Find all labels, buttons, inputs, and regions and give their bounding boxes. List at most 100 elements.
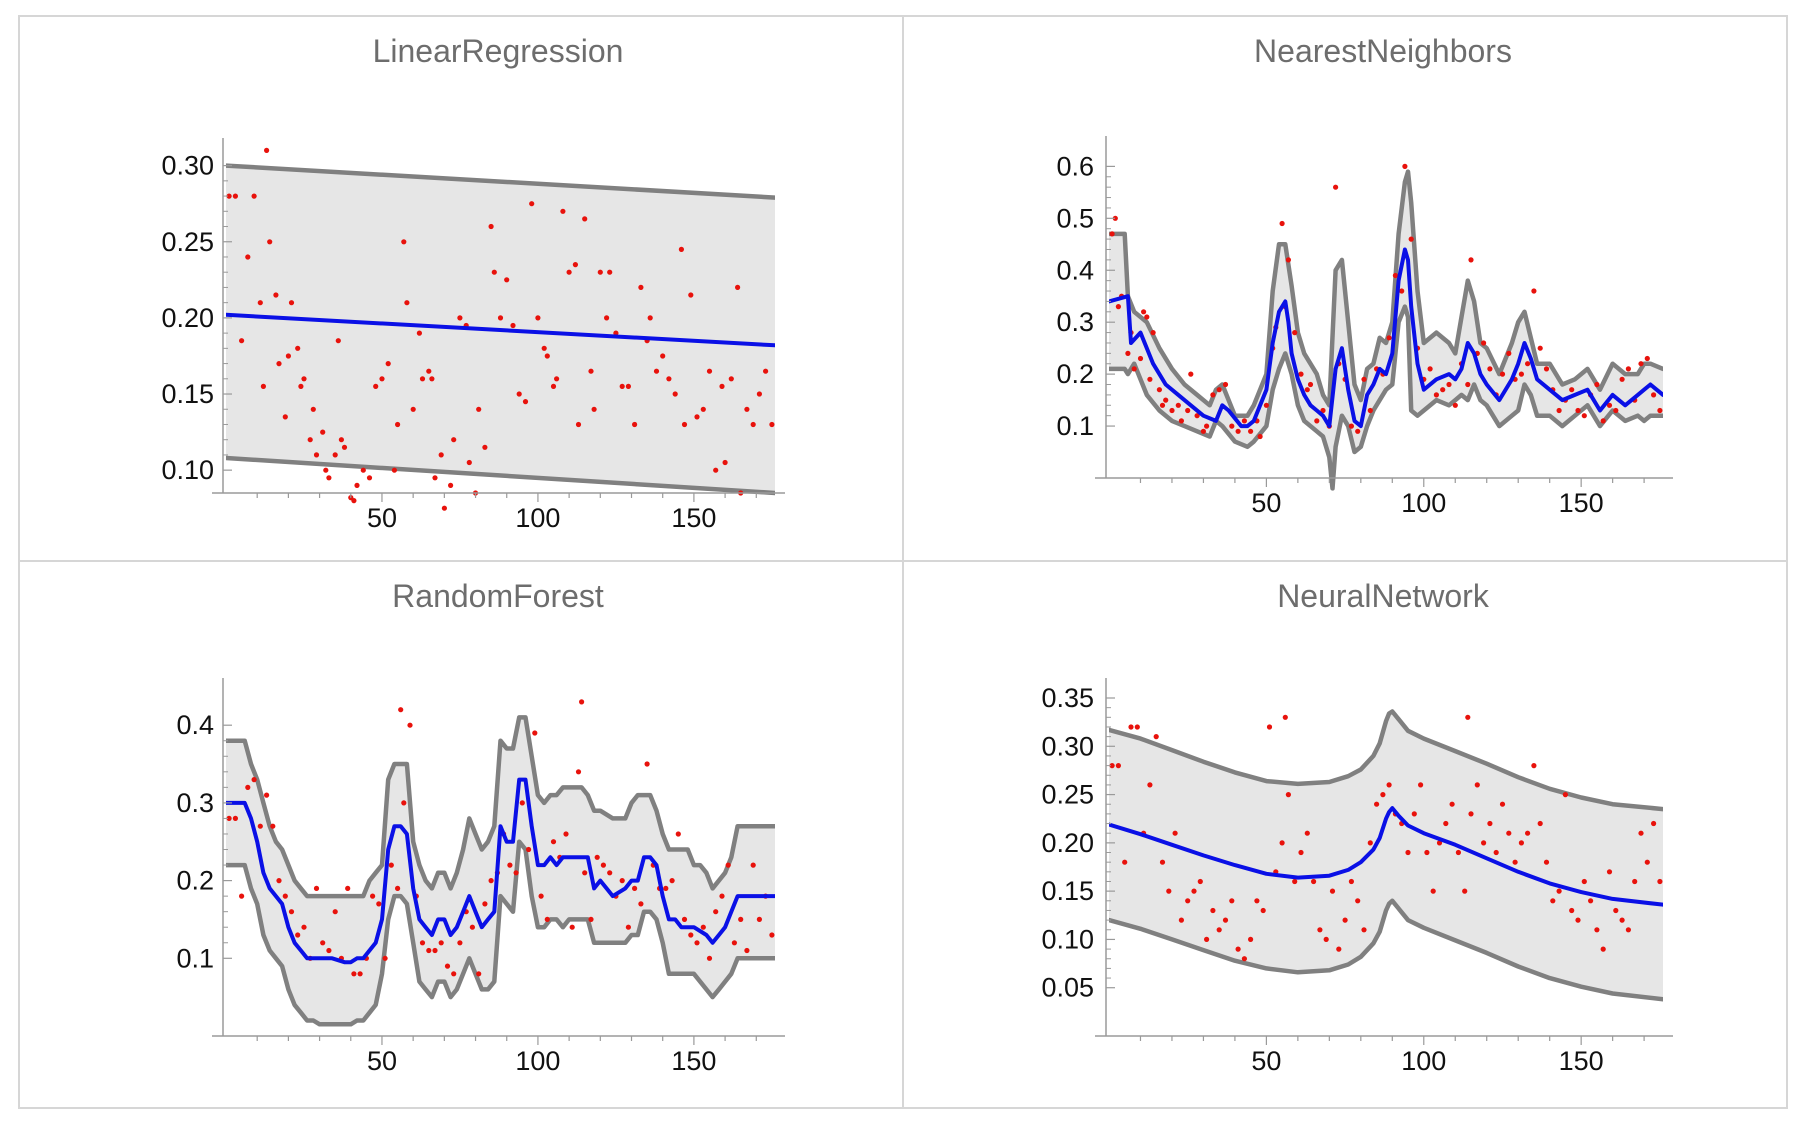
data-point <box>257 300 263 306</box>
data-point <box>1613 407 1619 414</box>
data-point <box>1348 423 1354 429</box>
data-point <box>1443 820 1449 827</box>
data-point <box>466 459 472 466</box>
data-point <box>1361 376 1367 382</box>
data-point <box>669 878 675 884</box>
data-point <box>457 940 463 946</box>
x-tick-label: 150 <box>1559 488 1604 518</box>
data-point <box>323 467 329 473</box>
chart-panel-neuralnetwork: NeuralNetwork 50 100 150 0.05 0.10 0.15 0.20 0.2… <box>1041 578 1673 1076</box>
data-point <box>239 338 245 344</box>
data-point <box>1512 859 1518 865</box>
data-point <box>379 376 385 382</box>
data-point <box>239 893 245 899</box>
data-point <box>1147 782 1153 788</box>
y-tick-label: 0.15 <box>161 379 214 409</box>
data-point <box>563 831 569 837</box>
data-point <box>738 916 744 923</box>
x-tick-label: 50 <box>1251 1046 1281 1076</box>
data-point <box>332 909 338 915</box>
data-point <box>298 383 304 389</box>
data-point <box>519 800 525 806</box>
data-point <box>1210 392 1216 398</box>
data-point <box>1169 407 1175 414</box>
data-point <box>1613 907 1619 914</box>
data-point <box>1411 811 1417 817</box>
data-point <box>1298 371 1304 377</box>
data-point <box>763 368 769 374</box>
data-point <box>388 862 394 868</box>
data-point <box>1525 830 1531 836</box>
data-point <box>264 147 270 153</box>
data-point <box>338 437 344 443</box>
x-tick-label: 50 <box>367 1046 397 1076</box>
data-point <box>1285 257 1291 263</box>
data-point <box>1569 387 1575 393</box>
data-point <box>632 885 638 892</box>
data-point <box>550 839 557 845</box>
x-tick-label: 150 <box>1559 1046 1604 1076</box>
data-point <box>1292 878 1298 885</box>
data-point <box>1436 840 1443 846</box>
data-point <box>719 383 725 389</box>
data-point <box>482 901 488 907</box>
data-point <box>560 208 566 214</box>
data-point <box>419 940 426 946</box>
data-point <box>1248 936 1254 943</box>
data-point <box>678 246 685 252</box>
band-lower-line <box>1109 898 1663 1002</box>
data-point <box>1257 433 1263 440</box>
data-point <box>429 376 435 382</box>
x-tick-label: 100 <box>515 503 560 533</box>
data-point <box>1222 917 1229 923</box>
data-point <box>1194 413 1200 419</box>
confidence-band-fill <box>1109 711 1663 1000</box>
data-point <box>245 254 251 260</box>
band-upper-line <box>1109 709 1663 812</box>
data-point <box>706 955 713 961</box>
data-point <box>1581 413 1587 419</box>
data-point <box>1172 830 1178 836</box>
data-point <box>1144 314 1150 320</box>
data-point <box>1134 724 1140 730</box>
data-point <box>1405 849 1411 856</box>
x-tick-label: 150 <box>671 503 716 533</box>
y-tick-label: 0.5 <box>1056 203 1094 233</box>
data-point <box>345 885 351 892</box>
data-point <box>251 193 257 199</box>
data-point <box>582 870 588 876</box>
data-point <box>351 498 357 504</box>
data-point <box>320 429 326 435</box>
data-point <box>1204 936 1210 943</box>
data-point <box>1320 407 1326 414</box>
data-point <box>1109 763 1115 769</box>
data-point <box>1537 345 1543 351</box>
data-point <box>1481 340 1487 346</box>
data-point <box>544 353 550 359</box>
data-point <box>694 414 700 420</box>
y-tick-label: 0.4 <box>1056 255 1094 285</box>
data-point <box>713 467 719 473</box>
data-point <box>769 421 775 428</box>
chart-panel-randomforest: RandomForest 50 100 150 0.1 0.2 0.3 0.4 <box>176 578 785 1076</box>
data-point <box>1468 811 1474 817</box>
y-tick-label: 0.20 <box>161 303 214 333</box>
data-point <box>313 452 320 458</box>
data-point <box>1465 381 1471 388</box>
data-point <box>516 391 522 397</box>
data-point <box>1241 418 1247 424</box>
data-point <box>1248 428 1254 434</box>
y-tick-label: 0.20 <box>1041 828 1094 858</box>
data-point <box>1657 878 1663 885</box>
data-point <box>257 823 263 829</box>
data-point <box>1625 366 1631 372</box>
data-point <box>1474 782 1480 788</box>
data-point <box>597 269 603 275</box>
data-point <box>750 862 756 868</box>
data-point <box>351 971 357 977</box>
data-point <box>638 284 644 290</box>
data-point <box>1619 376 1625 382</box>
confidence-band-fill <box>1109 171 1663 489</box>
data-point <box>579 699 585 705</box>
